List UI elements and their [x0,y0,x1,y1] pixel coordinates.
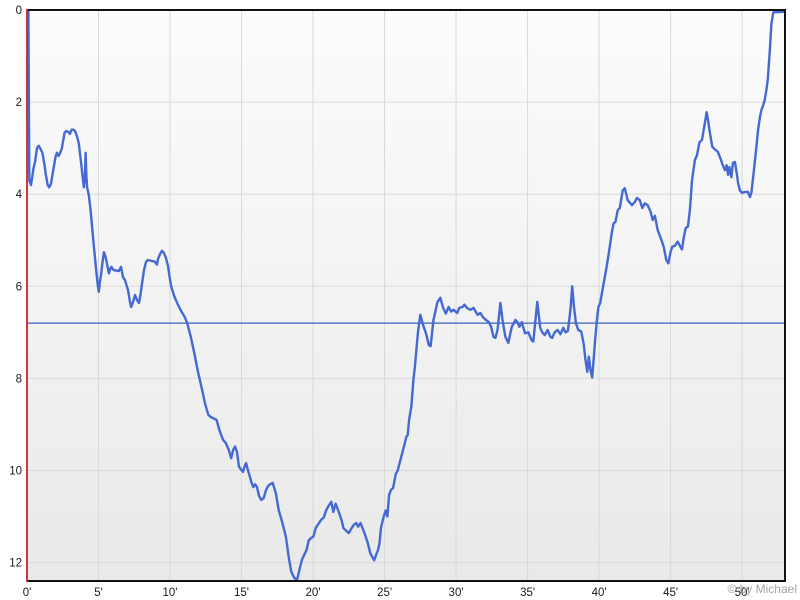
axes [26,9,786,582]
y-axis-tick-labels: 0 2 4 6 8 10 12 [9,5,22,570]
gridlines [27,10,785,581]
x-tick-label: 15' [234,587,249,599]
y-tick-label: 4 [16,189,23,201]
x-tick-label: 5' [94,587,103,599]
plot-background [27,10,785,581]
series-line [27,9,785,582]
x-tick-label: 10' [163,587,178,599]
x-tick-label: 50' [735,587,750,599]
x-tick-label: 20' [306,587,321,599]
y-tick-label: 0 [16,5,22,17]
y-tick-label: 2 [16,97,22,109]
y-tick-label: 12 [9,558,22,570]
x-tick-label: 45' [663,587,678,599]
x-tick-label: 40' [592,587,607,599]
series-line-group [27,9,785,582]
x-tick-label: 25' [377,587,392,599]
y-tick-label: 6 [16,281,22,293]
y-tick-label: 8 [16,373,22,385]
x-tick-label: 0' [23,587,32,599]
x-tick-label: 35' [520,587,535,599]
copyright-text: © by Michael [727,582,797,596]
x-axis-tick-labels: 0' 5' 10' 15' 20' 25' 30' 35' 40' 45' 50' [23,587,750,599]
x-tick-label: 30' [449,587,464,599]
y-tick-label: 10 [9,465,22,477]
